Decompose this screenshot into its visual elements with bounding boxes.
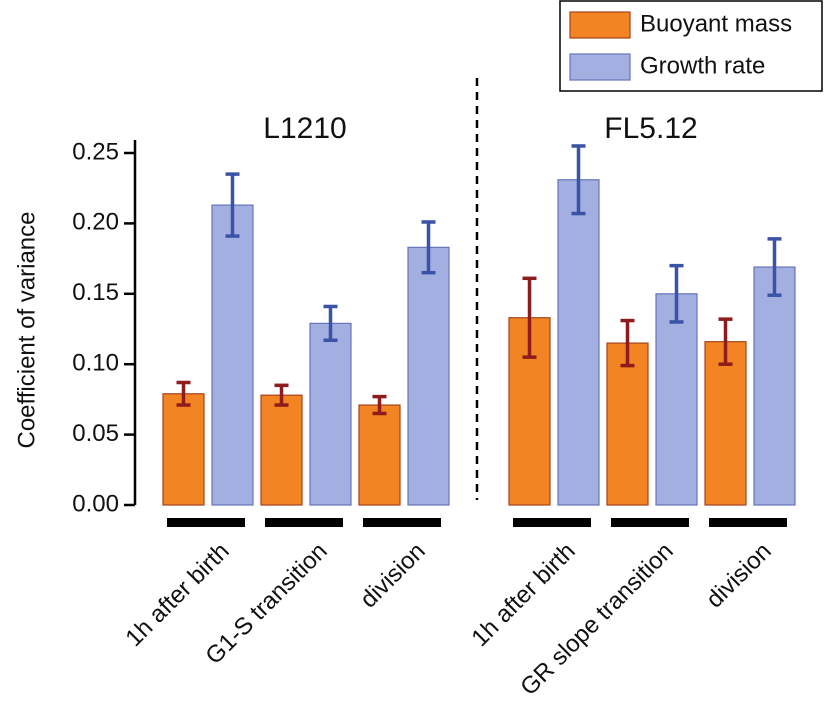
bar [260, 394, 303, 506]
y-tick-label: 0.25 [72, 138, 119, 165]
y-tick-label: 0.05 [72, 420, 119, 447]
bar [162, 393, 205, 506]
x-tick-label: division [701, 538, 777, 614]
legend-swatch [569, 53, 631, 81]
panel-title: L1210 [263, 112, 346, 145]
category-bar [709, 518, 787, 527]
category-bar [363, 518, 441, 527]
bar [704, 341, 747, 506]
bar [606, 342, 649, 506]
bar [655, 293, 698, 506]
bar [753, 266, 796, 506]
bar [407, 246, 450, 506]
category-bar [167, 518, 245, 527]
bar [358, 404, 401, 506]
category-bar [265, 518, 343, 527]
legend-label: Buoyant mass [640, 10, 792, 37]
panel-title: FL5.12 [604, 112, 697, 145]
y-tick-label: 0.10 [72, 350, 119, 377]
x-tick-label: division [355, 538, 431, 614]
y-tick-label: 0.15 [72, 279, 119, 306]
bar [211, 204, 254, 506]
bar [557, 179, 600, 506]
legend-swatch [569, 11, 631, 39]
category-bar [611, 518, 689, 527]
y-tick-label: 0.20 [72, 209, 119, 236]
legend-label: Growth rate [640, 52, 765, 79]
bar [309, 322, 352, 506]
category-bar [513, 518, 591, 527]
y-tick-label: 0.00 [72, 490, 119, 517]
y-axis-label: Coefficient of variance [13, 211, 40, 448]
